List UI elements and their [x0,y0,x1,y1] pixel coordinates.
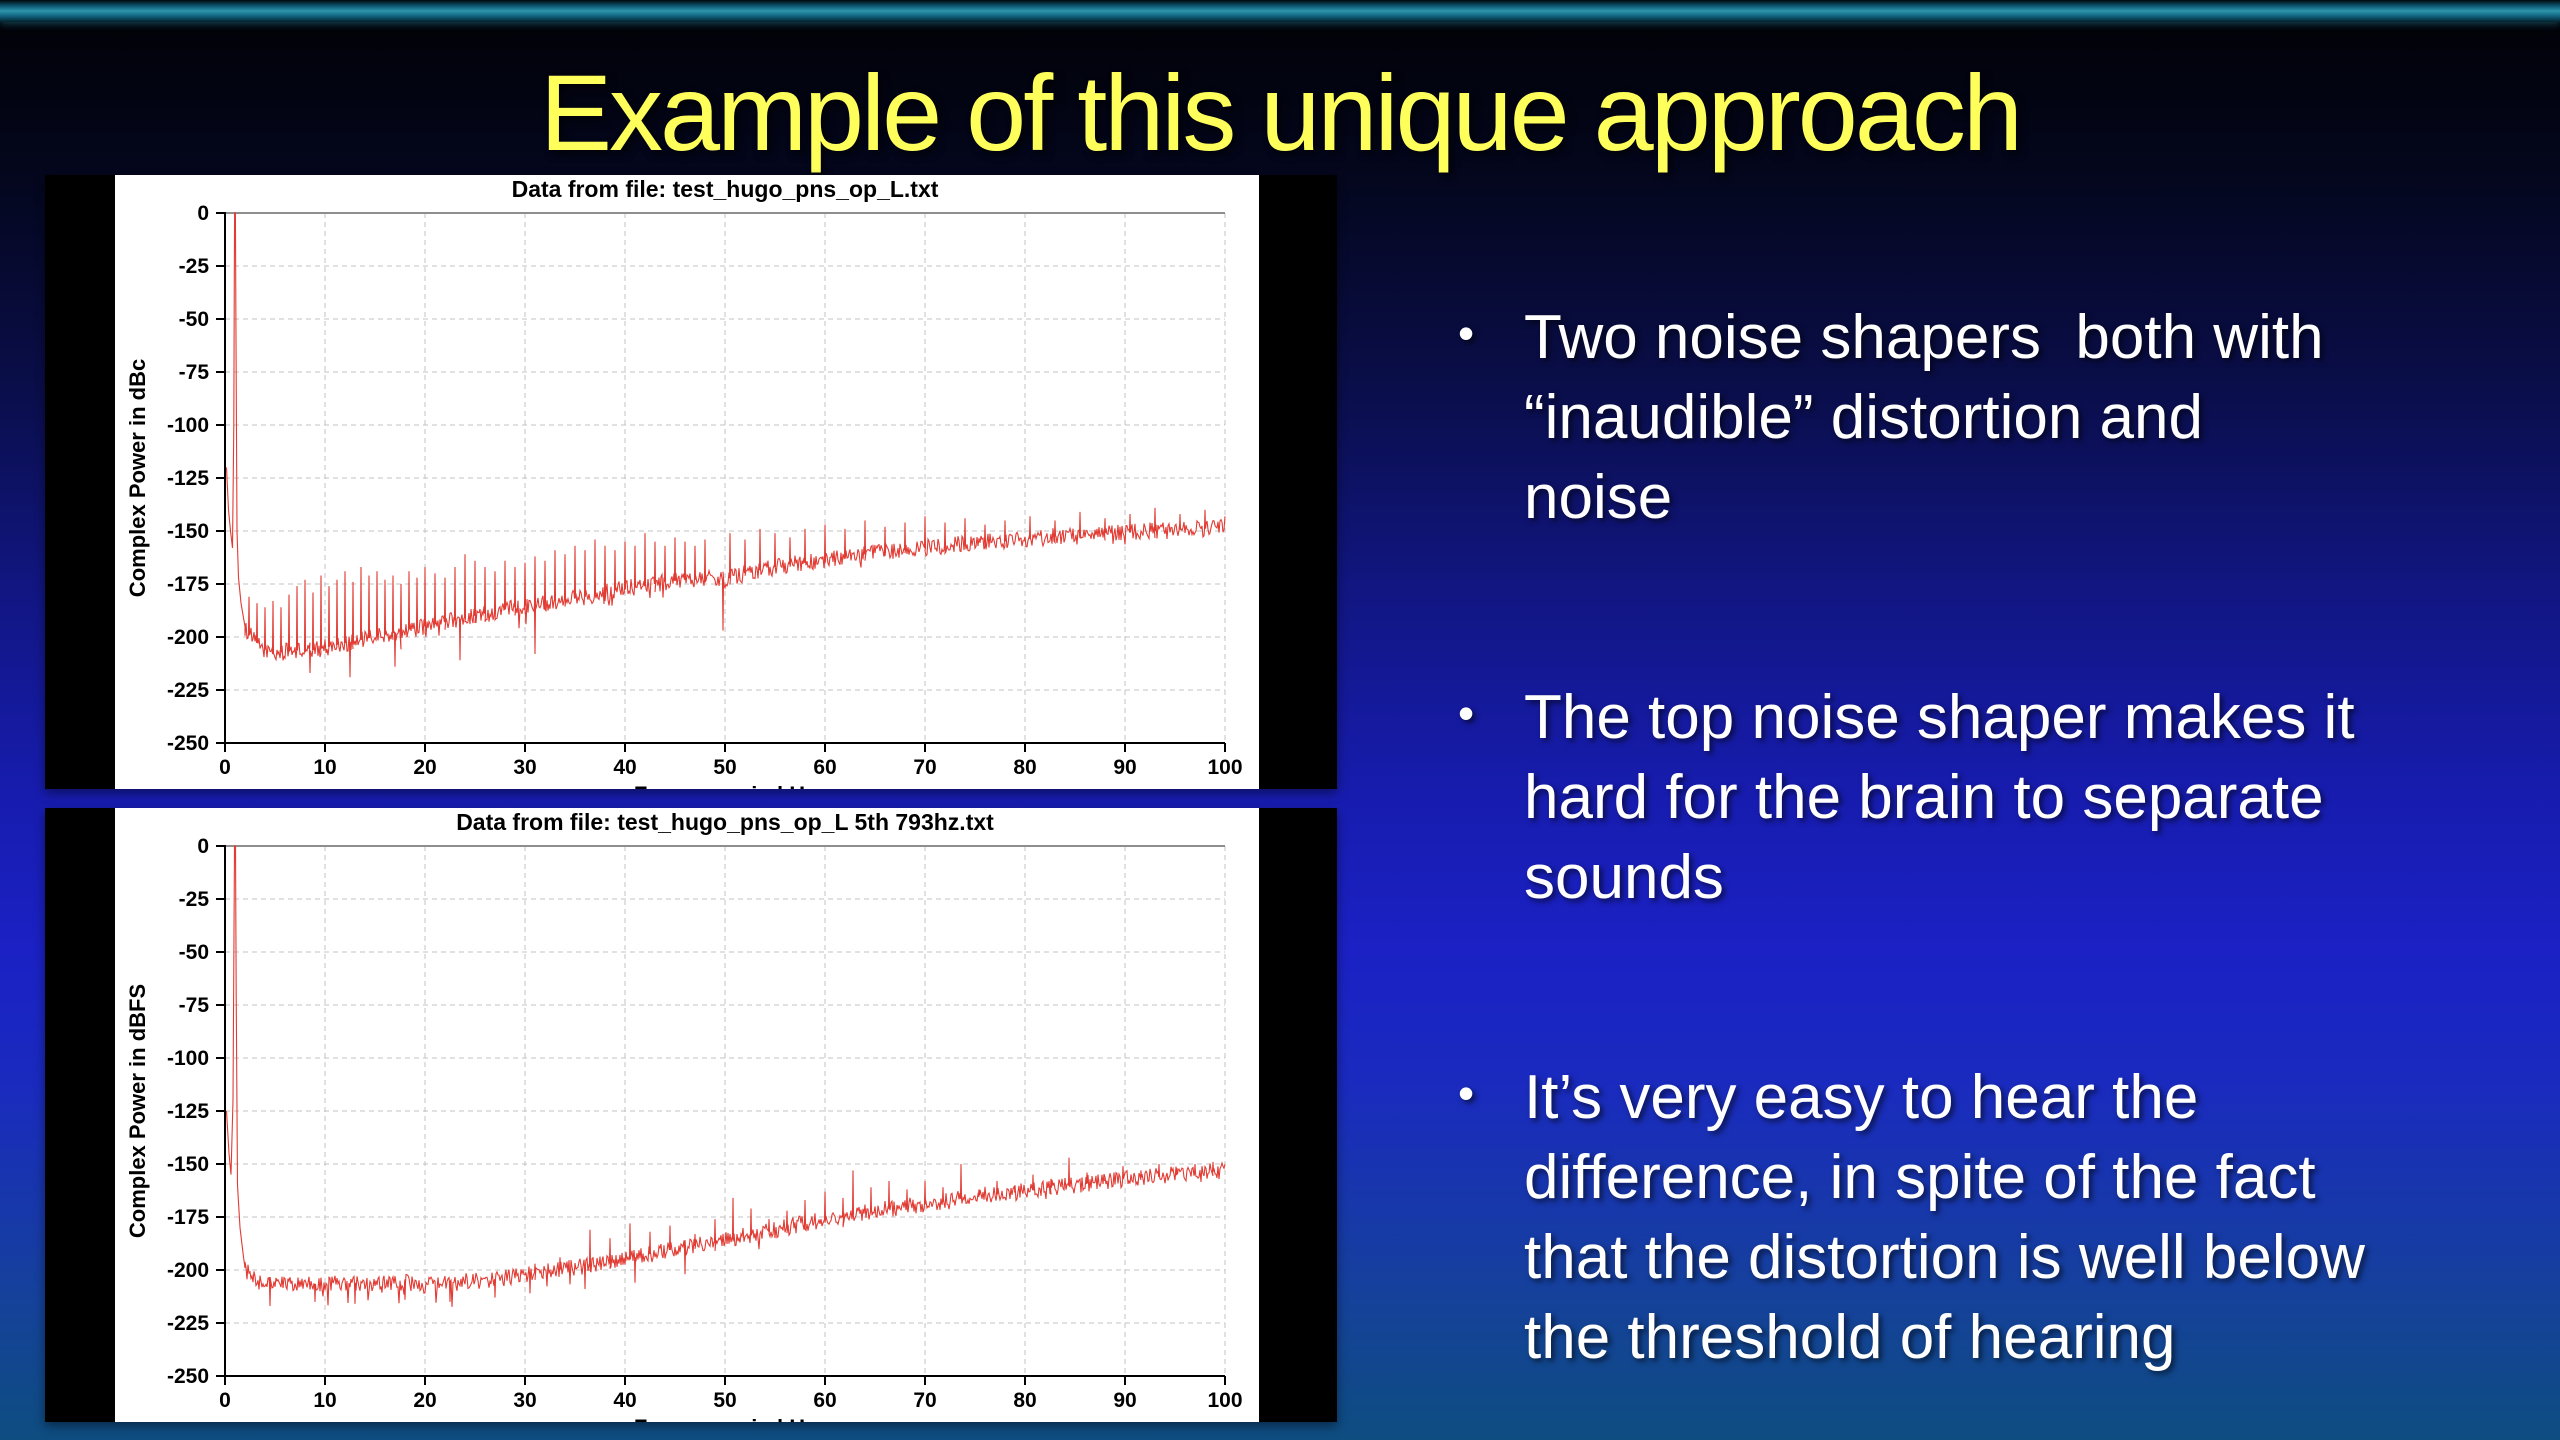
svg-text:Data from file: test_hugo_pns_: Data from file: test_hugo_pns_op_L 5th 7… [456,809,994,835]
svg-text:-75: -75 [179,994,210,1017]
svg-text:-25: -25 [179,255,210,278]
svg-text:60: 60 [813,1389,836,1412]
spectrum-chart-top: 0 -25 -50 -75 -100 -125 -150 -175 -200 -225 -250 0 1… [45,175,1337,789]
svg-text:80: 80 [1013,756,1036,779]
letterbox-left [45,175,115,789]
svg-text:40: 40 [613,756,636,779]
svg-text:-125: -125 [167,1100,209,1123]
svg-text:Frequency in kHz: Frequency in kHz [634,782,816,789]
letterbox-left [45,808,115,1422]
svg-text:-250: -250 [167,732,209,755]
spectrum-plot-dbc: 0 -25 -50 -75 -100 -125 -150 -175 -200 -225 -250 0 1… [125,176,1243,789]
svg-text:10: 10 [313,1389,336,1412]
bullet-text: Two noise shapers both with “inaudible” … [1524,303,2324,532]
svg-text:40: 40 [613,1389,636,1412]
svg-text:90: 90 [1113,756,1136,779]
svg-text:-175: -175 [167,1206,209,1229]
bullet-text: It’s very easy to hear the difference, i… [1524,1063,2365,1372]
svg-text:Data from file: test_hugo_pns_: Data from file: test_hugo_pns_op_L.txt [512,176,939,202]
letterbox-right [1259,808,1337,1422]
svg-text:30: 30 [513,1389,536,1412]
svg-text:0: 0 [219,756,231,779]
bullet-text: The top noise shaper makes it hard for t… [1524,683,2355,912]
svg-text:-75: -75 [179,361,210,384]
svg-text:-225: -225 [167,679,209,702]
svg-text:-50: -50 [179,941,209,964]
svg-text:-200: -200 [167,626,209,649]
svg-text:-25: -25 [179,888,210,911]
bullet-dot: • [1458,307,1475,359]
svg-text:20: 20 [413,1389,436,1412]
bullet-item: • The top noise shaper makes it hard for… [1452,678,2532,918]
bullet-item: • It’s very easy to hear the difference,… [1452,1058,2532,1378]
svg-text:20: 20 [413,756,436,779]
bullet-item: • Two noise shapers both with “inaudible… [1452,298,2532,538]
svg-text:-200: -200 [167,1259,209,1282]
bullet-list: • Two noise shapers both with “inaudible… [1452,298,2532,1440]
svg-text:100: 100 [1207,756,1242,779]
svg-text:-250: -250 [167,1365,209,1388]
svg-text:Frequency in kHz: Frequency in kHz [634,1415,816,1422]
plot-area-top: 0 -25 -50 -75 -100 -125 -150 -175 -200 -225 -250 0 1… [115,175,1259,789]
svg-text:60: 60 [813,756,836,779]
plot-area-bottom: 0 -25 -50 -75 -100 -125 -150 -175 -200 -225 -250 0 1… [115,808,1259,1422]
bullet-dot: • [1458,1067,1475,1119]
svg-text:-175: -175 [167,573,209,596]
svg-text:-50: -50 [179,308,209,331]
slide-title: Example of this unique approach [539,52,2023,173]
svg-text:70: 70 [913,1389,936,1412]
svg-text:30: 30 [513,756,536,779]
svg-text:-125: -125 [167,467,209,490]
svg-text:-150: -150 [167,520,209,543]
bullet-dot: • [1458,687,1475,739]
svg-text:-100: -100 [167,414,209,437]
svg-text:50: 50 [713,1389,736,1412]
svg-text:90: 90 [1113,1389,1136,1412]
svg-text:70: 70 [913,756,936,779]
spectrum-trace [225,212,1226,678]
svg-text:Complex Power in dBc: Complex Power in dBc [125,359,150,597]
svg-text:50: 50 [713,756,736,779]
svg-text:0: 0 [197,202,209,225]
letterbox-right [1259,175,1337,789]
svg-text:Complex Power in dBFS: Complex Power in dBFS [125,984,150,1238]
spectrum-chart-bottom: 0 -25 -50 -75 -100 -125 -150 -175 -200 -225 -250 0 1… [45,808,1337,1422]
svg-text:100: 100 [1207,1389,1242,1412]
svg-text:10: 10 [313,756,336,779]
svg-text:0: 0 [219,1389,231,1412]
svg-text:0: 0 [197,835,209,858]
svg-text:80: 80 [1013,1389,1036,1412]
svg-text:-100: -100 [167,1047,209,1070]
spectrum-plot-dbfs: 0 -25 -50 -75 -100 -125 -150 -175 -200 -225 -250 0 1… [125,809,1243,1422]
top-accent-bar [0,0,2560,22]
svg-text:-225: -225 [167,1312,209,1335]
spectrum-trace [225,845,1226,1307]
svg-text:-150: -150 [167,1153,209,1176]
